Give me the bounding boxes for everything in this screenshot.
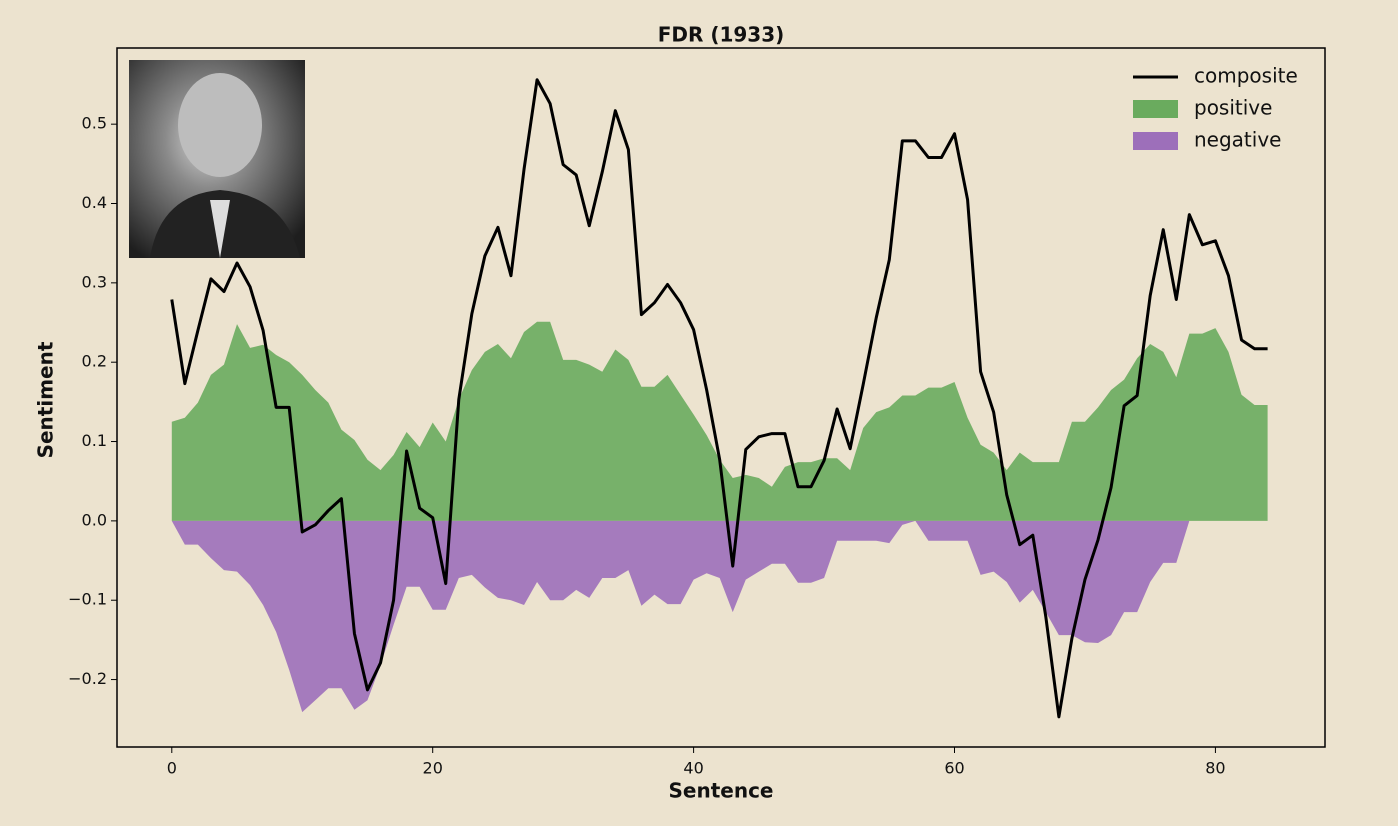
x-tick-label: 60	[944, 759, 964, 778]
area	[171, 321, 1268, 521]
y-tick-label: 0.0	[82, 510, 107, 529]
legend-swatch	[1133, 100, 1178, 118]
y-tick-label: 0.3	[82, 272, 107, 291]
x-tick-label: 0	[167, 759, 177, 778]
chart-title: FDR (1933)	[658, 23, 785, 47]
y-tick-label: 0.4	[82, 193, 107, 212]
y-axis-label: Sentiment	[34, 341, 58, 458]
plot-frame	[116, 47, 1326, 748]
y-tick-label: 0.5	[82, 114, 107, 133]
legend-swatch	[1133, 132, 1178, 150]
y-tick-label: 0.1	[82, 431, 107, 450]
y-tick-label: −0.2	[68, 669, 107, 688]
line	[170, 78, 1268, 719]
portrait	[129, 60, 305, 258]
x-tick-label: 40	[683, 759, 703, 778]
legend-label: positive	[1194, 96, 1272, 120]
x-tick-label: 80	[1205, 759, 1225, 778]
y-tick-label: −0.1	[68, 590, 107, 609]
legend-label: negative	[1194, 128, 1281, 152]
y-tick-label: 0.2	[82, 352, 107, 371]
x-axis-label: Sentence	[669, 779, 774, 803]
x-tick-label: 20	[423, 759, 443, 778]
legend-label: composite	[1194, 64, 1298, 88]
